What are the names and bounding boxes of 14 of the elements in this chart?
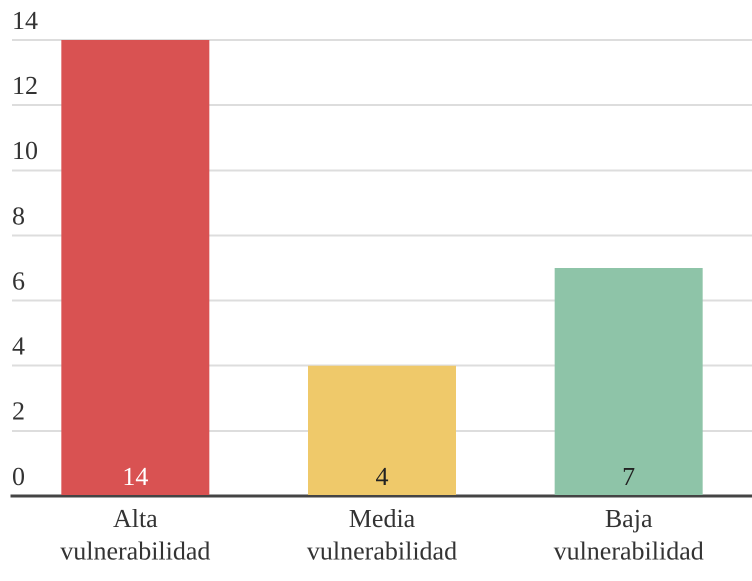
y-tick-label: 0 — [12, 462, 25, 491]
y-tick-label: 12 — [12, 70, 38, 100]
data-label: 4 — [376, 462, 388, 491]
data-label: 14 — [122, 462, 148, 491]
x-tick-label: Media vulnerabilidad — [306, 504, 458, 566]
y-tick-label: 14 — [12, 6, 38, 35]
x-tick-label: Baja vulnerabilidad — [554, 504, 704, 566]
x-tick-label: Alta vulnerabilidad — [60, 504, 210, 566]
y-tick-label: 4 — [12, 332, 25, 361]
y-tick-label: 6 — [12, 266, 25, 296]
y-tick-label: 10 — [12, 136, 38, 166]
y-tick-label: 8 — [12, 201, 25, 230]
data-label: 7 — [622, 462, 636, 491]
y-tick-label: 2 — [12, 396, 25, 426]
